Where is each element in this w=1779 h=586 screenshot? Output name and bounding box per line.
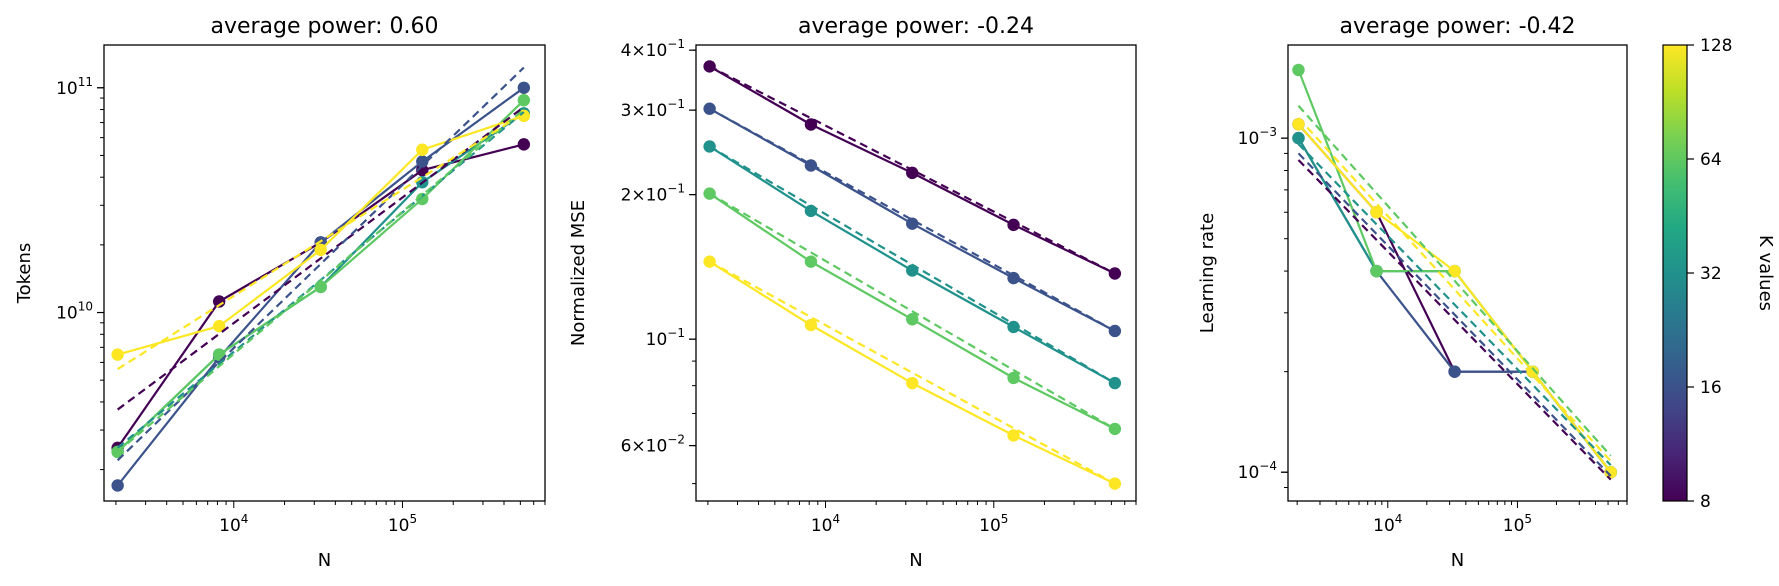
- x-axis-label: N: [909, 550, 922, 571]
- data-point-k128: [212, 319, 226, 333]
- colorbar-gradient: [1662, 44, 1688, 502]
- data-point-k128: [1370, 206, 1383, 219]
- x-tick-label: 105: [388, 512, 417, 536]
- data-point-k128: [1448, 264, 1461, 278]
- y-tick-label: 3×10−1: [621, 97, 685, 121]
- data-point-k8: [906, 166, 919, 180]
- data-point-k32: [1292, 131, 1305, 145]
- colorbar: 8 16 32 64 128 K values: [1662, 36, 1776, 512]
- data-point-k32: [1007, 320, 1020, 334]
- fit-line-k128: [709, 260, 1116, 485]
- y-axis-label: Learning rate: [1197, 213, 1218, 333]
- data-point-k128: [906, 376, 919, 390]
- y-tick-label: 1010: [56, 300, 93, 324]
- data-point-k16: [111, 479, 124, 492]
- data-point-k8: [1108, 267, 1122, 280]
- data-point-k64: [1007, 371, 1020, 385]
- data-point-k128: [314, 243, 327, 257]
- plot-frame: [1287, 44, 1628, 502]
- fit-line-k16: [116, 66, 525, 462]
- data-point-k8: [1007, 218, 1020, 232]
- series-line-k128: [1297, 123, 1612, 473]
- y-axis-label: Tokens: [14, 243, 35, 305]
- x-tick-label: 105: [979, 512, 1008, 536]
- data-point-k128: [111, 348, 124, 361]
- fit-line-k128: [117, 112, 525, 371]
- fit-line-k8: [1297, 159, 1612, 481]
- data-point-k64: [1292, 63, 1305, 77]
- chart-title: average power: 0.60: [210, 14, 438, 39]
- data-point-k128: [804, 318, 818, 332]
- y-tick-label: 4×10−1: [621, 37, 685, 61]
- data-point-k16: [1448, 365, 1461, 378]
- data-point-k64: [416, 192, 429, 206]
- data-point-k8: [212, 295, 226, 308]
- data-point-k128: [1604, 466, 1617, 479]
- x-tick-label: 104: [811, 512, 840, 536]
- data-point-k64: [804, 255, 818, 268]
- x-tick-label: 105: [1503, 512, 1532, 536]
- x-axis-label: N: [318, 550, 331, 571]
- plot-frame: [695, 44, 1137, 502]
- chart-panel-tokens: average power: 0.60 104 105 1010 1011 N Tokens: [14, 14, 546, 571]
- y-tick-label: 10−4: [1238, 459, 1277, 483]
- data-point-k128: [1292, 118, 1305, 131]
- colorbar-tick-label: 16: [1700, 378, 1722, 398]
- colorbar-tick-label: 128: [1700, 36, 1732, 56]
- data-point-k128: [1526, 365, 1539, 378]
- fit-line-k32: [709, 145, 1116, 385]
- fit-line-k32: [1297, 143, 1612, 466]
- chart-title: average power: -0.42: [1340, 14, 1576, 39]
- fit-line-k64: [116, 108, 525, 453]
- chart-title: average power: -0.24: [798, 14, 1034, 39]
- data-point-k64: [314, 280, 327, 294]
- data-point-k16: [1007, 271, 1020, 285]
- data-point-k16: [906, 217, 919, 230]
- fit-line-k64: [709, 192, 1116, 430]
- data-point-k32: [1108, 376, 1122, 390]
- colorbar-label: K values: [1755, 235, 1776, 311]
- data-point-k64: [1370, 264, 1383, 278]
- data-point-k64: [517, 94, 531, 107]
- data-point-k8: [416, 163, 429, 177]
- x-tick-label: 104: [1373, 512, 1402, 536]
- fit-line-k8: [116, 106, 525, 411]
- plot-frame: [103, 44, 546, 502]
- fit-line-k16: [1297, 152, 1612, 477]
- data-point-k128: [416, 143, 429, 156]
- y-tick-label: 10−1: [646, 326, 685, 350]
- data-point-k16: [1108, 324, 1122, 338]
- data-point-k16: [416, 155, 429, 168]
- y-axis-label: Normalized MSE: [568, 200, 589, 346]
- x-tick-label: 104: [219, 512, 248, 536]
- data-point-k8: [804, 118, 818, 131]
- data-point-k8: [517, 138, 531, 151]
- colorbar-tick-label: 64: [1700, 150, 1722, 170]
- y-tick-label: 10−3: [1238, 125, 1277, 149]
- y-tick-label: 1011: [56, 75, 93, 99]
- data-point-k64: [906, 313, 919, 326]
- data-point-k64: [1108, 422, 1122, 436]
- x-axis-label: N: [1451, 550, 1464, 571]
- data-point-k128: [1108, 477, 1122, 490]
- chart-panel-normalized-mse: average power: -0.24 104 105 4×10−1 3×10−1 2×…: [568, 14, 1137, 571]
- data-point-k16: [517, 81, 531, 94]
- colorbar-tick-label: 8: [1700, 492, 1711, 512]
- y-tick-label: 6×10−2: [621, 433, 685, 457]
- data-point-k128: [1007, 429, 1020, 442]
- y-tick-label: 2×10−1: [621, 182, 685, 206]
- fit-line-k64: [1297, 105, 1612, 457]
- fit-line-k8: [709, 65, 1116, 275]
- chart-panel-learning-rate: average power: -0.42 104 105 10−3 10−4 N Learn…: [1197, 14, 1628, 571]
- fit-line-k128: [1297, 117, 1612, 462]
- colorbar-tick-label: 32: [1700, 264, 1722, 284]
